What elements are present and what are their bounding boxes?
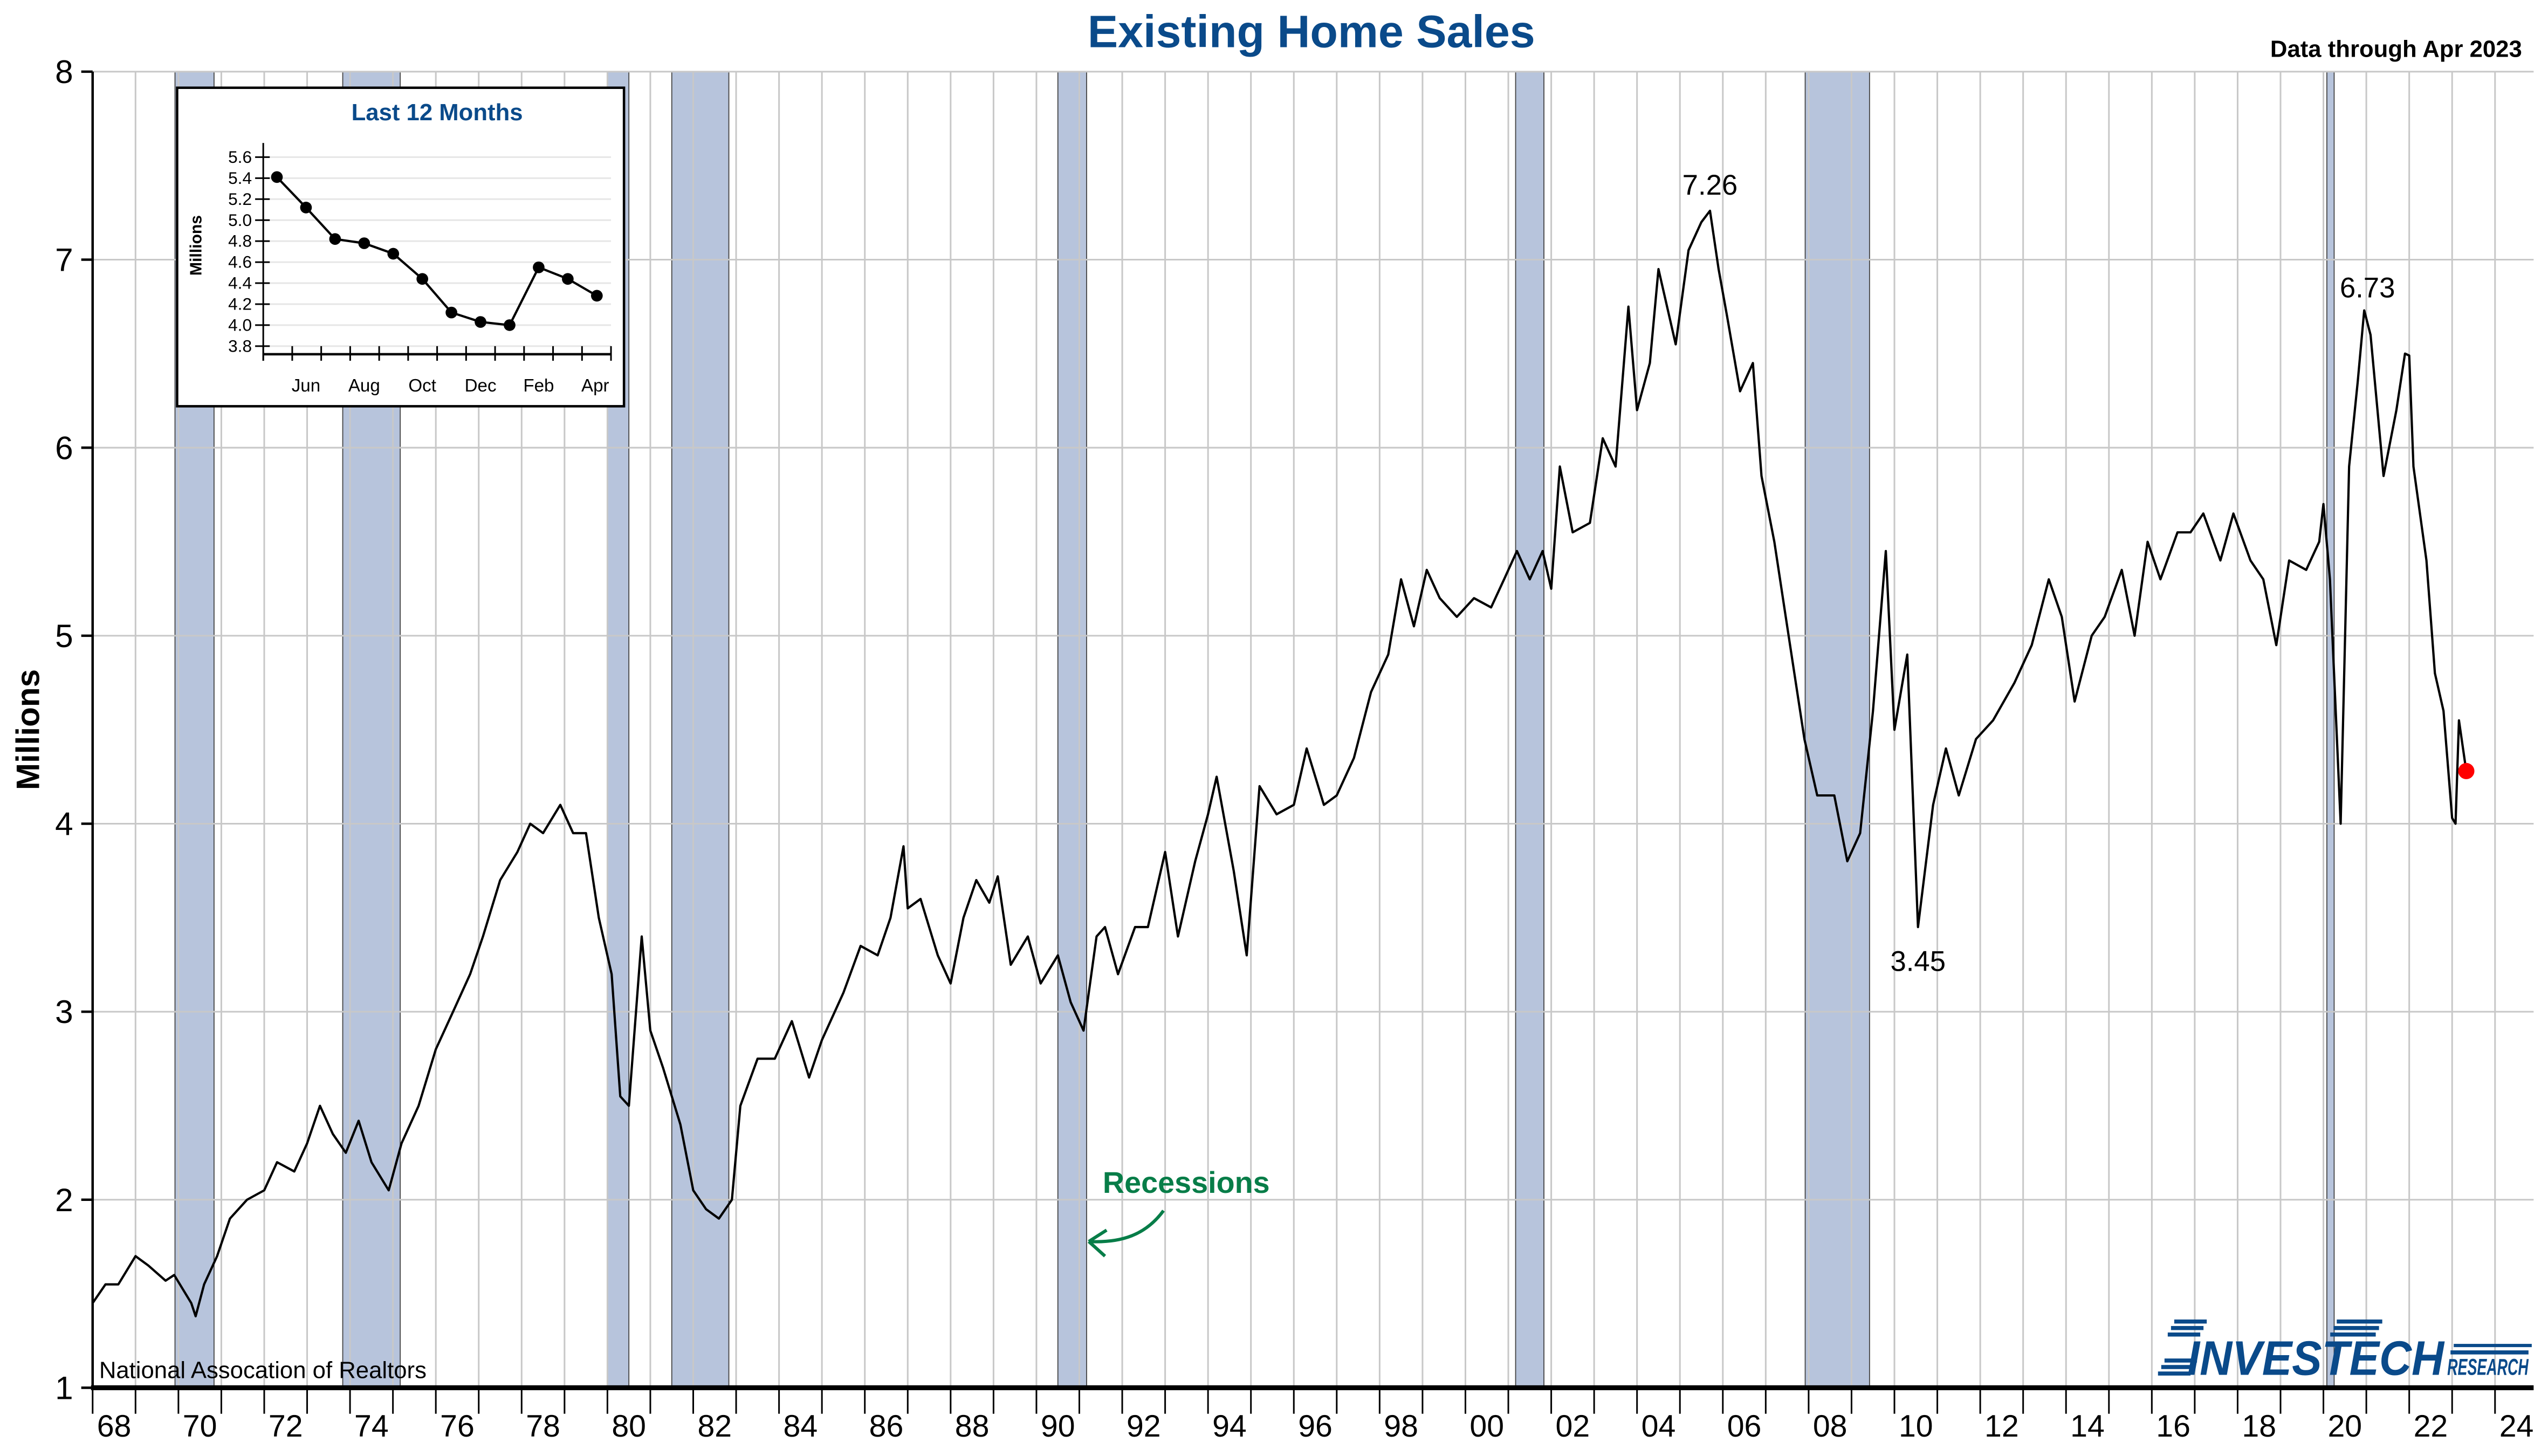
inset-chart: Last 12 Months Millions 5.65.45.25.04.84… bbox=[176, 86, 626, 408]
recession-band bbox=[1057, 71, 1087, 1389]
inset-x-tick-label: Aug bbox=[348, 376, 380, 396]
inset-y-tick-label: 5.0 bbox=[228, 210, 252, 230]
x-tick-label: 22 bbox=[2414, 1409, 2448, 1444]
chart-subtitle: Data through Apr 2023 bbox=[2270, 36, 2522, 62]
x-tick-label: 18 bbox=[2242, 1409, 2276, 1444]
latest-point-marker bbox=[2458, 763, 2475, 779]
x-tick-label: 14 bbox=[2070, 1409, 2105, 1444]
inset-y-tick-label: 3.8 bbox=[228, 336, 252, 355]
y-tick-label: 5 bbox=[55, 617, 73, 654]
x-tick-label: 96 bbox=[1298, 1409, 1333, 1444]
inset-data-point bbox=[358, 237, 370, 249]
y-tick-label: 7 bbox=[55, 242, 73, 278]
x-tick-label: 80 bbox=[612, 1409, 646, 1444]
recession-band bbox=[671, 71, 730, 1389]
logo-sub: RESEARCH bbox=[2447, 1354, 2529, 1379]
y-tick-label: 1 bbox=[55, 1370, 73, 1406]
inset-y-tick-label: 5.2 bbox=[228, 189, 252, 209]
inset-data-point bbox=[271, 171, 283, 183]
x-tick-label: 76 bbox=[440, 1409, 475, 1444]
chart-title: Existing Home Sales bbox=[1088, 6, 1535, 57]
x-tick-label: 06 bbox=[1727, 1409, 1762, 1444]
inset-y-tick-label: 4.6 bbox=[228, 252, 252, 272]
x-tick-label: 98 bbox=[1384, 1409, 1418, 1444]
inset-data-point bbox=[445, 306, 457, 319]
inset-data-point bbox=[329, 233, 341, 245]
inset-x-tick-label: Feb bbox=[523, 376, 554, 396]
x-tick-label: 24 bbox=[2499, 1409, 2534, 1444]
inset-data-point bbox=[416, 273, 429, 285]
inset-y-tick-label: 5.4 bbox=[228, 168, 252, 188]
source-label: National Assocation of Realtors bbox=[99, 1357, 427, 1383]
x-tick-label: 92 bbox=[1127, 1409, 1161, 1444]
x-tick-label: 12 bbox=[1984, 1409, 2019, 1444]
recession-band bbox=[1515, 71, 1544, 1389]
logo-main: INVESTECH bbox=[2187, 1331, 2445, 1385]
y-axis-label: Millions bbox=[9, 669, 46, 790]
gridlines bbox=[92, 71, 2534, 1388]
recession-bands bbox=[174, 71, 2335, 1389]
y-tick-label: 8 bbox=[55, 53, 73, 90]
x-tick-label: 16 bbox=[2156, 1409, 2190, 1444]
x-tick-label: 72 bbox=[269, 1409, 303, 1444]
inset-y-tick-label: 4.4 bbox=[228, 273, 252, 293]
data-label: 3.45 bbox=[1890, 946, 1946, 978]
data-label: 6.73 bbox=[2340, 272, 2395, 304]
y-tick-label: 6 bbox=[55, 429, 73, 466]
x-tick-label: 74 bbox=[354, 1409, 389, 1444]
x-tick-label: 70 bbox=[183, 1409, 217, 1444]
recession-label: Recessions bbox=[1103, 1166, 1270, 1199]
series-line-group: 7.26 3.45 6.73 bbox=[92, 169, 2475, 1317]
inset-data-point bbox=[504, 319, 516, 331]
x-tick-label: 02 bbox=[1556, 1409, 1590, 1444]
inset-x-tick-label: Jun bbox=[292, 376, 320, 396]
x-tick-label: 08 bbox=[1813, 1409, 1848, 1444]
y-tick-label: 2 bbox=[55, 1182, 73, 1218]
x-tick-label: 82 bbox=[697, 1409, 732, 1444]
investech-logo: INVESTECH RESEARCH bbox=[2158, 1319, 2532, 1385]
inset-data-point bbox=[300, 202, 312, 214]
inset-y-tick-label: 5.6 bbox=[228, 147, 252, 167]
inset-x-tick-label: Oct bbox=[408, 376, 436, 396]
inset-data-point bbox=[387, 248, 400, 260]
inset-data-point bbox=[562, 273, 574, 285]
inset-y-tick-label: 4.0 bbox=[228, 315, 252, 334]
inset-y-label: Millions bbox=[188, 215, 205, 276]
data-label: 7.26 bbox=[1682, 169, 1738, 201]
x-tick-label: 68 bbox=[97, 1409, 132, 1444]
recession-annotation: Recessions bbox=[1087, 1166, 1270, 1258]
inset-plot: 5.65.45.25.04.84.64.44.24.0 3.8 Jun Aug Oct D… bbox=[228, 143, 612, 396]
inset-y-tick-label: 4.8 bbox=[228, 231, 252, 251]
y-tick-label: 3 bbox=[55, 993, 73, 1030]
inset-x-tick-label: Dec bbox=[465, 376, 497, 396]
x-tick-label: 00 bbox=[1469, 1409, 1504, 1444]
x-tick-label: 90 bbox=[1041, 1409, 1075, 1444]
inset-x-tick-label: Apr bbox=[581, 376, 609, 396]
inset-data-point bbox=[590, 290, 603, 302]
recession-band bbox=[1804, 71, 1870, 1389]
inset-data-point bbox=[475, 316, 486, 328]
x-tick-label: 94 bbox=[1212, 1409, 1247, 1444]
inset-title: Last 12 Months bbox=[352, 99, 523, 126]
x-tick-label: 04 bbox=[1642, 1409, 1676, 1444]
x-tick-label: 84 bbox=[784, 1409, 818, 1444]
inset-data-point bbox=[533, 261, 545, 273]
x-tick-label: 10 bbox=[1899, 1409, 1933, 1444]
x-tick-label: 78 bbox=[526, 1409, 560, 1444]
series-line bbox=[92, 209, 2468, 1317]
inset-y-tick-label: 4.2 bbox=[228, 294, 252, 314]
recession-band bbox=[2326, 71, 2335, 1389]
y-tick-label: 4 bbox=[55, 806, 73, 842]
x-tick-label: 86 bbox=[869, 1409, 904, 1444]
x-tick-label: 88 bbox=[955, 1409, 990, 1444]
recession-arrow-icon bbox=[1087, 1210, 1165, 1258]
x-tick-label: 20 bbox=[2327, 1409, 2362, 1444]
